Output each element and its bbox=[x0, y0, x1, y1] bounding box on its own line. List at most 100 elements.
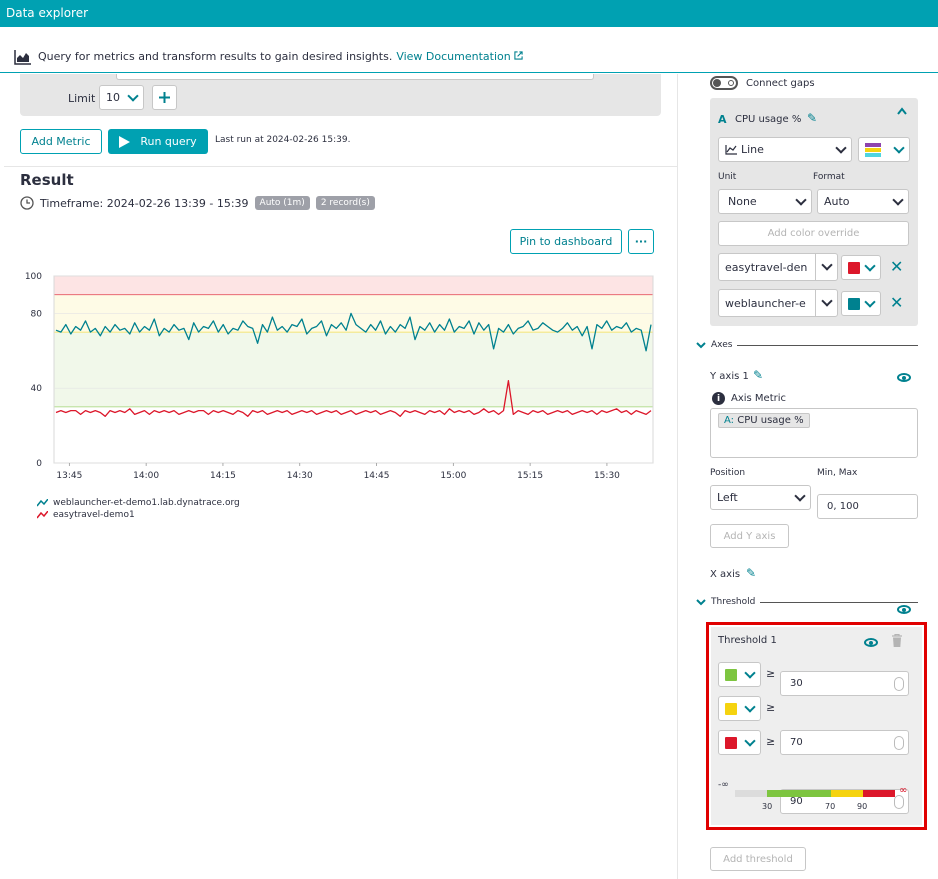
threshold-band bbox=[54, 276, 653, 295]
y-tick-label: 0 bbox=[36, 459, 42, 469]
color-swatch bbox=[848, 261, 860, 274]
pencil-icon[interactable]: ✎ bbox=[746, 566, 757, 580]
threshold-color-select[interactable] bbox=[718, 730, 761, 755]
trash-icon[interactable] bbox=[892, 634, 902, 647]
chevron-up-icon[interactable] bbox=[897, 107, 907, 115]
chart-legend: weblauncher-et-demo1.lab.dynatrace.org e… bbox=[37, 497, 240, 521]
unit-select[interactable]: None bbox=[718, 189, 812, 214]
position-select[interactable]: Left bbox=[710, 485, 811, 510]
unit-label: Unit bbox=[718, 172, 737, 182]
scale-tick-label: 90 bbox=[857, 802, 868, 811]
color-swatch bbox=[848, 297, 860, 310]
chevron-down-icon bbox=[893, 141, 905, 154]
x-tick-label: 14:30 bbox=[287, 471, 313, 481]
format-select[interactable]: Auto bbox=[817, 189, 909, 214]
threshold-config: Threshold 1 ≥ 30 ≥ 70 ≥ 90 -∞ bbox=[711, 627, 922, 825]
threshold-section-header[interactable]: Threshold bbox=[696, 597, 918, 607]
limit-select[interactable]: 10 bbox=[99, 85, 144, 110]
axis-metric-chip[interactable]: A: CPU usage % bbox=[718, 413, 810, 428]
metric-name: CPU usage % bbox=[735, 114, 802, 125]
chevron-down-icon bbox=[744, 734, 756, 747]
x-axis-label: X axis bbox=[710, 569, 741, 580]
chevron-down-icon bbox=[864, 259, 876, 272]
override-color-select[interactable] bbox=[841, 255, 881, 280]
visualization-type-select[interactable]: Line bbox=[718, 137, 852, 162]
threshold-color-select[interactable] bbox=[718, 696, 761, 721]
eye-icon[interactable] bbox=[897, 373, 911, 382]
color-swatch bbox=[725, 702, 737, 715]
page-header: Query for metrics and transform results … bbox=[0, 27, 938, 73]
add-limit-button[interactable] bbox=[152, 85, 177, 110]
line-series-icon bbox=[37, 511, 48, 519]
connect-gaps-toggle[interactable] bbox=[710, 76, 738, 90]
y-tick-label: 40 bbox=[31, 384, 43, 394]
override-color-select[interactable] bbox=[841, 291, 881, 316]
header-description: Query for metrics and transform results … bbox=[38, 50, 393, 63]
limit-label: Limit bbox=[68, 92, 96, 105]
timeframe-row: Timeframe: 2024-02-26 13:39 - 15:39 Auto… bbox=[20, 196, 375, 210]
add-y-axis-button[interactable]: Add Y axis bbox=[710, 524, 789, 548]
legend-item[interactable]: easytravel-demo1 bbox=[37, 509, 240, 521]
axes-section-header[interactable]: Axes bbox=[696, 340, 918, 350]
resolution-badge: Auto (1m) bbox=[254, 196, 310, 210]
threshold-operator: ≥ bbox=[766, 735, 776, 748]
scale-tick-label: 70 bbox=[825, 802, 836, 811]
override-series-select[interactable]: easytravel-den bbox=[718, 253, 838, 281]
spinner-icon[interactable] bbox=[894, 736, 904, 750]
add-color-override-button[interactable]: Add color override bbox=[718, 221, 909, 246]
more-options-button[interactable]: ··· bbox=[628, 229, 654, 254]
threshold-operator: ≥ bbox=[766, 701, 776, 714]
threshold-value-input[interactable]: 30 bbox=[780, 671, 909, 696]
divider bbox=[4, 166, 677, 167]
color-swatch bbox=[725, 736, 737, 749]
result-title: Result bbox=[20, 171, 74, 189]
color-palette-select[interactable] bbox=[858, 137, 910, 162]
chevron-down-icon bbox=[820, 259, 833, 271]
chevron-down-icon bbox=[744, 700, 756, 713]
minmax-label: Min, Max bbox=[817, 468, 858, 478]
legend-item[interactable]: weblauncher-et-demo1.lab.dynatrace.org bbox=[37, 497, 240, 509]
threshold-color-select[interactable] bbox=[718, 662, 761, 687]
chart-icon bbox=[14, 49, 31, 65]
chevron-down-icon bbox=[864, 295, 876, 308]
records-badge: 2 record(s) bbox=[315, 196, 375, 210]
line-chart-icon bbox=[725, 144, 737, 155]
run-query-button[interactable]: Run query bbox=[108, 129, 208, 154]
pencil-icon[interactable]: ✎ bbox=[753, 368, 764, 382]
override-series-select[interactable]: weblauncher-e bbox=[718, 289, 838, 317]
x-tick-label: 15:30 bbox=[594, 471, 620, 481]
threshold-value-input[interactable]: 70 bbox=[780, 730, 909, 755]
remove-override-icon[interactable]: ✕ bbox=[890, 293, 904, 312]
palette-swatch-icon bbox=[865, 142, 881, 157]
line-series-icon bbox=[37, 499, 48, 507]
x-tick-label: 15:00 bbox=[440, 471, 466, 481]
spinner-icon[interactable] bbox=[894, 677, 904, 691]
pencil-icon[interactable]: ✎ bbox=[807, 111, 818, 125]
x-tick-label: 13:45 bbox=[56, 471, 82, 481]
remove-override-icon[interactable]: ✕ bbox=[890, 257, 904, 276]
minmax-input[interactable]: 0, 100 bbox=[817, 494, 918, 519]
y-axis-label: Y axis 1 bbox=[710, 371, 749, 382]
threshold-highlight bbox=[706, 622, 927, 830]
x-tick-label: 15:15 bbox=[517, 471, 543, 481]
pin-to-dashboard-button[interactable]: Pin to dashboard bbox=[510, 229, 622, 254]
threshold-scale-bar bbox=[735, 790, 895, 797]
view-documentation-link[interactable]: View Documentation bbox=[396, 50, 523, 63]
series-line bbox=[55, 312, 652, 352]
metric-input[interactable] bbox=[116, 74, 594, 80]
app-title: Data explorer bbox=[6, 6, 89, 20]
external-link-icon bbox=[514, 51, 523, 60]
scale-min-label: -∞ bbox=[718, 780, 729, 790]
y-tick-label: 80 bbox=[31, 309, 43, 319]
eye-icon[interactable] bbox=[864, 638, 878, 647]
spinner-icon[interactable] bbox=[894, 795, 904, 809]
axis-metric-input[interactable]: A: CPU usage % bbox=[710, 408, 918, 458]
timeframe-text: Timeframe: 2024-02-26 13:39 - 15:39 bbox=[40, 196, 249, 210]
y-tick-label: 100 bbox=[25, 272, 42, 282]
x-tick-label: 14:15 bbox=[210, 471, 236, 481]
add-metric-button[interactable]: Add Metric bbox=[20, 129, 102, 154]
add-threshold-button[interactable]: Add threshold bbox=[710, 847, 806, 871]
plus-icon bbox=[159, 92, 170, 103]
metric-letter: A bbox=[718, 113, 727, 126]
eye-icon[interactable] bbox=[897, 605, 911, 614]
